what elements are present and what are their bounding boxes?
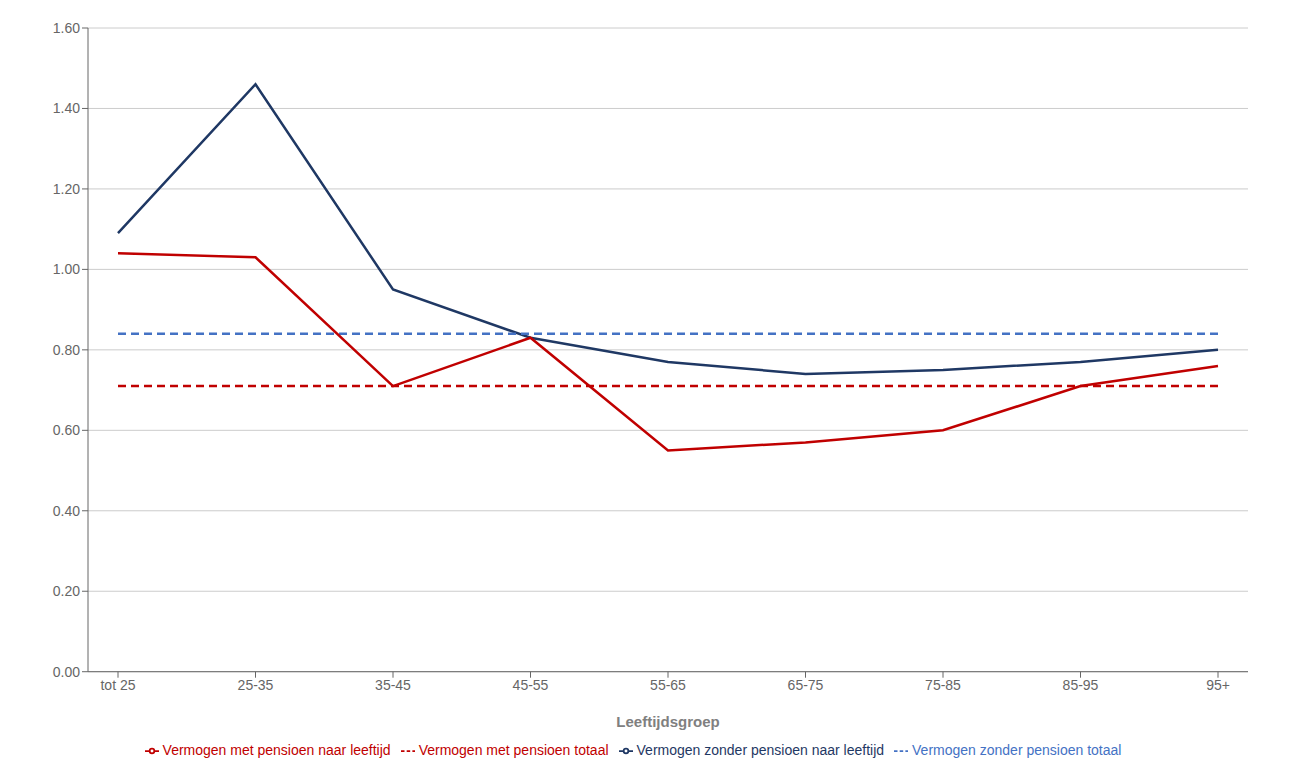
svg-text:1.00: 1.00 [53,261,80,277]
svg-text:1.60: 1.60 [53,20,80,36]
svg-text:65-75: 65-75 [788,677,824,693]
svg-text:25-35: 25-35 [238,677,274,693]
svg-text:1.20: 1.20 [53,181,80,197]
html-text:Vermogen met pensioen totaal: Vermogen met pensioen totaal [418,741,609,758]
svg-text:35-45: 35-45 [375,677,411,693]
svg-text:55-65: 55-65 [650,677,686,693]
svg-text:75-85: 75-85 [925,677,961,693]
svg-text:85-95: 85-95 [1063,677,1099,693]
html-text:Vermogen zonder pensioen naar: Vermogen zonder pensioen naar leeftijd [636,741,884,758]
svg-text:0.80: 0.80 [53,342,80,358]
svg-text:1.40: 1.40 [53,100,80,116]
svg-text:95+: 95+ [1206,677,1230,693]
html-text:Vermogen met pensioen naar lee: Vermogen met pensioen naar leeftijd [162,741,391,758]
svg-text:0.40: 0.40 [53,503,80,519]
svg-text:0.00: 0.00 [53,664,80,680]
svg-text:45-55: 45-55 [513,677,549,693]
svg-text:0.60: 0.60 [53,422,80,438]
html-text:Vermogen zonder pensioen totaa: Vermogen zonder pensioen totaal [912,741,1122,758]
svg-text:Leeftijdsgroep: Leeftijdsgroep [616,713,719,730]
svg-text:0.20: 0.20 [53,583,80,599]
svg-text:tot 25: tot 25 [100,677,135,693]
